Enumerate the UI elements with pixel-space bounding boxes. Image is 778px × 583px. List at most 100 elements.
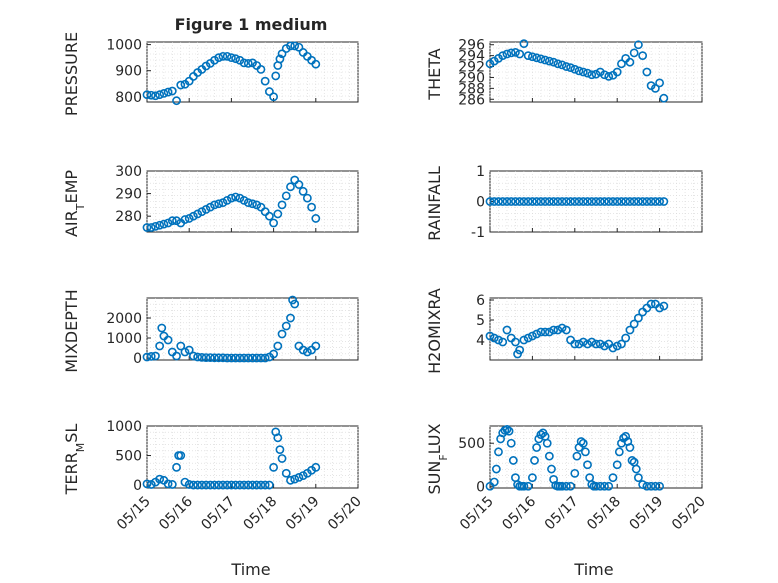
data-point — [231, 192, 241, 202]
data-point — [621, 197, 631, 206]
data-point — [226, 480, 236, 490]
data-point — [625, 197, 635, 206]
data-point — [151, 221, 160, 231]
data-point — [218, 51, 228, 61]
data-point — [498, 51, 508, 61]
data-point — [506, 197, 516, 206]
y-axis-label: AIRTEMP — [62, 170, 87, 237]
data-point — [243, 480, 253, 490]
data-point — [294, 472, 304, 482]
data-point — [570, 197, 580, 206]
data-point — [235, 353, 245, 363]
data-point — [504, 426, 514, 436]
data-point — [172, 351, 181, 361]
data-point — [574, 66, 584, 76]
data-point — [302, 347, 312, 357]
y-tick-label: 6 — [476, 293, 485, 309]
x-tick-label: 05/20 — [669, 494, 709, 534]
data-point — [591, 481, 601, 491]
data-point — [239, 58, 249, 68]
data-point — [612, 460, 622, 470]
data-point — [583, 460, 592, 470]
data-point — [600, 341, 609, 351]
data-point — [523, 481, 533, 491]
y-tick-label: 900 — [115, 64, 142, 80]
data-point — [655, 78, 664, 88]
y-tick-label: 286 — [458, 92, 485, 108]
data-point — [197, 480, 207, 490]
y-tick-label: 0 — [476, 479, 485, 495]
data-point — [642, 67, 652, 77]
data-point — [646, 299, 656, 309]
data-point — [642, 481, 652, 491]
data-point — [252, 200, 262, 210]
subplot-terr-msl: 0 500 1000 05/15 05/16 05/17 05/18 05/19 05/20 TE… — [62, 419, 365, 533]
data-point — [617, 59, 626, 69]
data-point — [650, 83, 660, 93]
data-point — [600, 481, 609, 491]
data-point — [239, 195, 249, 205]
data-point — [631, 464, 641, 474]
data-point — [638, 51, 648, 61]
data-point — [260, 353, 270, 363]
data-point — [614, 447, 624, 457]
data-point — [155, 341, 165, 351]
data-point — [549, 57, 558, 67]
data-point — [294, 42, 304, 52]
data-point — [506, 438, 516, 448]
data-point — [544, 451, 554, 461]
y-tick-label: 1000 — [106, 419, 142, 435]
data-point — [627, 456, 637, 465]
data-point — [566, 197, 575, 206]
data-point — [587, 480, 597, 489]
data-point — [281, 468, 291, 478]
data-point — [549, 325, 558, 335]
data-point — [210, 200, 219, 210]
data-point — [608, 197, 618, 206]
data-point — [214, 353, 224, 363]
data-point — [214, 199, 224, 209]
data-point — [498, 337, 508, 347]
data-point — [277, 200, 287, 210]
subplot-rainfall: -1 0 1 RAINFALL — [425, 164, 703, 241]
axes-box — [489, 41, 703, 103]
data-point — [629, 48, 639, 58]
data-point — [536, 430, 546, 440]
data-point — [218, 198, 228, 208]
data-point — [519, 39, 529, 49]
data-point — [142, 223, 152, 232]
y-tick-label: 296 — [458, 38, 485, 54]
data-point — [277, 49, 287, 59]
data-point — [172, 96, 181, 106]
data-point — [231, 353, 241, 363]
data-point — [659, 301, 669, 311]
data-point — [532, 443, 542, 452]
data-point — [269, 349, 278, 359]
data-point — [502, 49, 512, 59]
data-point — [634, 40, 643, 50]
data-point — [205, 353, 215, 362]
x-axis-label-right: Time — [573, 560, 613, 579]
y-tick-label: 1000 — [106, 38, 142, 54]
data-point — [578, 197, 588, 206]
y-tick-label: 500 — [458, 436, 485, 452]
x-tick-label: 05/19 — [283, 494, 323, 534]
data-point — [264, 480, 274, 490]
y-tick-label: -1 — [471, 225, 485, 241]
y-tick-label: 292 — [458, 60, 485, 76]
data-point — [201, 205, 211, 214]
data-point — [583, 68, 592, 78]
data-point — [561, 62, 571, 71]
data-point — [286, 313, 295, 323]
y-tick-label: 800 — [115, 90, 142, 106]
data-point — [176, 451, 186, 460]
data-point — [273, 341, 283, 351]
data-point — [231, 54, 241, 64]
data-point — [176, 80, 186, 90]
data-point — [536, 54, 546, 64]
data-point — [205, 480, 215, 490]
data-point — [519, 335, 529, 345]
data-point — [659, 197, 669, 206]
data-point — [151, 91, 160, 101]
